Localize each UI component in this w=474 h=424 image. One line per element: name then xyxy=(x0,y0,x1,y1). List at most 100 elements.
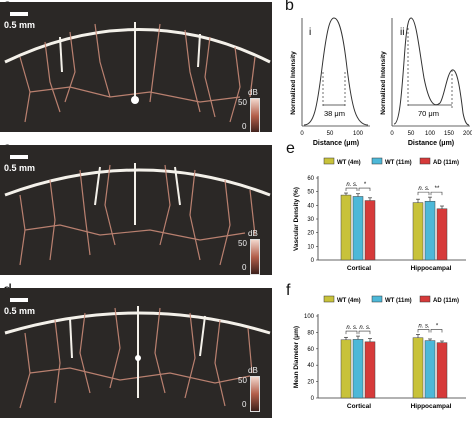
colorbar xyxy=(250,376,260,412)
profile-i-width-label: 38 μm xyxy=(324,109,345,118)
bar xyxy=(412,202,424,261)
legend-label: WT (11m) xyxy=(385,298,412,304)
vessel-map-d xyxy=(4,306,271,409)
significance-label: * xyxy=(364,182,367,188)
profile-ii-tick: 50 xyxy=(408,131,415,137)
y-tick-label: 50 xyxy=(307,190,314,196)
y-axis-label: Mean Diameter (μm) xyxy=(293,326,300,388)
colorbar-top-label: 50 xyxy=(238,376,247,385)
profile-chart-ii: ii Normalized Intensity 70 μm 0 50 100 1… xyxy=(380,17,472,147)
colorbar-bottom-label: 0 xyxy=(242,122,247,131)
legend-label: AD (11m) xyxy=(433,160,459,166)
vascular-image-d: 0.5 mm dB 50 0 xyxy=(0,288,272,418)
colorbar-bottom-label: 0 xyxy=(242,263,247,272)
legend-swatch xyxy=(419,157,431,165)
category-label: Hippocampal xyxy=(411,403,452,410)
scale-bar-label: 0.5 mm xyxy=(4,20,36,30)
legend-label: WT (4m) xyxy=(337,298,361,304)
legend-label: WT (4m) xyxy=(337,160,361,166)
legend-label: AD (11m) xyxy=(433,298,459,304)
profile-i-tick: 0 xyxy=(300,131,304,137)
bar-chart-vascular-density: Vascular Density (%) 0 10 20 30 40 50 60 WT (4m)… xyxy=(293,157,466,272)
profile-i-ylabel: Normalized Intensity xyxy=(290,51,297,115)
profile-i-curve xyxy=(303,17,369,126)
scale-bar xyxy=(10,298,28,302)
y-tick-label: 0 xyxy=(311,396,315,402)
y-tick-label: 40 xyxy=(307,203,314,209)
significance-label: n. s. xyxy=(418,186,429,192)
panel-letter-b: b xyxy=(285,0,294,14)
significance-bracket xyxy=(430,329,443,333)
bar xyxy=(436,208,448,261)
profile-ii-curve xyxy=(393,17,470,126)
profile-chart-i: i Normalized Intensity 38 μm 0 50 100 Di… xyxy=(290,17,370,147)
profile-i-label: i xyxy=(309,27,311,38)
legend-swatch xyxy=(323,157,335,165)
bar xyxy=(364,341,376,399)
significance-bracket xyxy=(358,187,371,192)
y-tick-label: 30 xyxy=(307,217,314,223)
panel-letter-e: e xyxy=(286,140,295,157)
scale-bar xyxy=(10,12,28,16)
colorbar-unit: dB xyxy=(248,229,258,238)
bar xyxy=(340,339,352,399)
legend-swatch xyxy=(371,295,383,303)
legend-label: WT (11m) xyxy=(385,160,412,166)
profile-ii-label: ii xyxy=(400,27,404,38)
profile-ii-tick: 200 xyxy=(463,131,472,137)
colorbar xyxy=(250,98,260,132)
profile-ii-xlabel: Distance (μm) xyxy=(408,140,454,147)
significance-label: * xyxy=(436,323,439,329)
colorbar-bottom-label: 0 xyxy=(242,400,247,409)
significance-bracket xyxy=(430,191,443,196)
category-label: Cortical xyxy=(347,403,371,410)
significance-label: n. s. xyxy=(346,325,357,331)
profile-ii-tick: 100 xyxy=(425,131,436,137)
significance-label: n. s. xyxy=(418,323,429,329)
vessel-map-c xyxy=(4,163,271,266)
significance-bracket xyxy=(417,329,430,333)
y-tick-label: 100 xyxy=(304,314,315,320)
bar xyxy=(424,340,436,399)
bar xyxy=(364,200,376,261)
colorbar-unit: dB xyxy=(248,88,258,97)
profile-ii-tick: 150 xyxy=(444,131,455,137)
significance-label: ** xyxy=(435,186,440,192)
colorbar xyxy=(250,239,260,275)
vascular-image-c: 0.5 mm dB 50 0 xyxy=(0,145,272,275)
y-tick-label: 60 xyxy=(307,347,314,353)
colorbar-unit: dB xyxy=(248,366,258,375)
y-tick-label: 10 xyxy=(307,244,314,250)
colorbar-top-label: 50 xyxy=(238,239,247,248)
y-tick-label: 20 xyxy=(307,231,314,237)
category-label: Cortical xyxy=(347,265,371,272)
bar xyxy=(352,339,364,399)
y-tick-label: 0 xyxy=(311,258,315,264)
significance-bracket xyxy=(358,330,371,335)
significance-bracket xyxy=(345,187,358,192)
bar-chart-mean-diameter: Mean Diameter (μm) 0 20 40 60 80 100 WT (4m) WT … xyxy=(293,295,466,410)
significance-label: n. s. xyxy=(359,325,370,331)
bar xyxy=(436,342,448,399)
vessel-map-a xyxy=(4,22,271,123)
legend-swatch xyxy=(323,295,335,303)
scale-bar-label: 0.5 mm xyxy=(4,163,36,173)
scale-bar-label: 0.5 mm xyxy=(4,306,36,316)
category-label: Hippocampal xyxy=(411,265,452,272)
colorbar-top-label: 50 xyxy=(238,98,247,107)
profile-ii-ylabel: Normalized Intensity xyxy=(380,51,387,115)
vascular-image-a: 0.5 mm dB 50 0 xyxy=(0,2,272,132)
profile-i-tick: 100 xyxy=(353,131,364,137)
legend-swatch xyxy=(419,295,431,303)
profile-i-xlabel: Distance (μm) xyxy=(313,140,359,147)
y-tick-label: 80 xyxy=(307,330,314,336)
bar xyxy=(352,196,364,261)
y-tick-label: 40 xyxy=(307,363,314,369)
bar xyxy=(340,194,352,261)
panel-letter-f: f xyxy=(286,282,291,299)
significance-bracket xyxy=(345,330,358,335)
significance-label: n. s. xyxy=(346,182,357,188)
bar xyxy=(412,337,424,399)
profile-ii-width-label: 70 μm xyxy=(418,109,439,118)
bar xyxy=(424,200,436,261)
